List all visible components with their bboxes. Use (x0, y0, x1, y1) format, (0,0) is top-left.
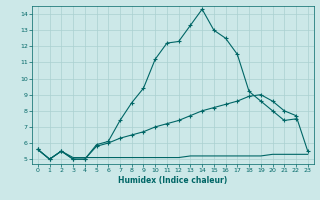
X-axis label: Humidex (Indice chaleur): Humidex (Indice chaleur) (118, 176, 228, 185)
